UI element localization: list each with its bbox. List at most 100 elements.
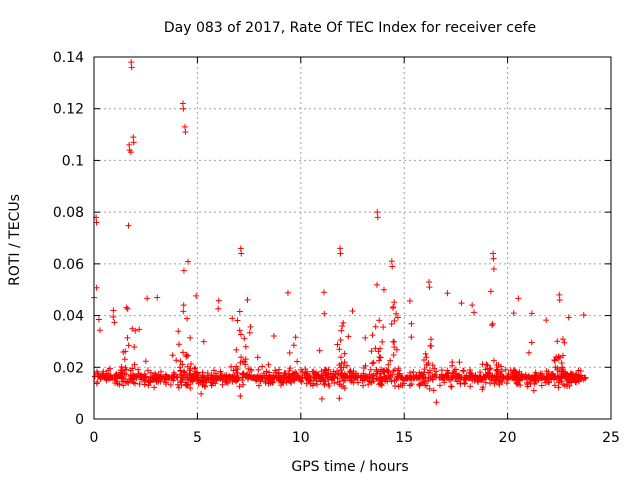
data-point xyxy=(146,377,153,384)
data-point xyxy=(429,376,436,383)
data-point xyxy=(427,369,434,376)
data-point xyxy=(530,387,537,394)
data-point xyxy=(187,371,194,378)
data-point xyxy=(388,320,395,327)
data-point xyxy=(320,289,327,296)
data-point xyxy=(362,334,369,341)
data-point xyxy=(96,327,103,334)
data-point xyxy=(416,382,423,389)
data-point xyxy=(367,366,374,373)
plot-frame xyxy=(93,56,612,420)
data-point xyxy=(262,378,269,385)
data-point xyxy=(457,374,464,381)
data-point xyxy=(444,290,451,297)
data-point xyxy=(456,373,463,380)
data-point xyxy=(426,278,433,285)
data-point xyxy=(479,361,486,368)
data-point xyxy=(556,291,563,298)
data-point xyxy=(186,367,193,374)
data-point xyxy=(230,374,237,381)
data-point xyxy=(489,320,496,327)
data-point xyxy=(173,357,180,364)
data-point xyxy=(436,382,443,389)
data-point xyxy=(175,384,182,391)
data-point xyxy=(390,367,397,374)
data-point xyxy=(219,381,226,388)
data-point xyxy=(467,383,474,390)
data-point xyxy=(358,373,365,380)
data-point xyxy=(182,379,189,386)
data-point xyxy=(565,378,572,385)
data-point xyxy=(331,380,338,387)
data-point xyxy=(380,324,387,331)
data-point xyxy=(504,376,511,383)
data-point xyxy=(181,123,188,130)
data-point xyxy=(234,317,241,324)
data-point xyxy=(430,387,437,394)
data-point xyxy=(489,372,496,379)
data-point xyxy=(491,380,498,387)
data-point xyxy=(95,316,102,323)
y-tick-label: 0.14 xyxy=(53,50,84,66)
data-point xyxy=(399,374,406,381)
data-point xyxy=(251,374,258,381)
data-point xyxy=(482,379,489,386)
data-point xyxy=(309,382,316,389)
data-point xyxy=(236,308,243,315)
data-point xyxy=(187,385,194,392)
data-point xyxy=(103,375,110,382)
y-tick-label: 0.04 xyxy=(53,309,84,325)
data-point xyxy=(338,371,345,378)
data-point xyxy=(432,371,439,378)
data-point xyxy=(93,284,100,291)
data-point xyxy=(457,380,464,387)
data-point xyxy=(338,383,345,390)
data-point xyxy=(245,365,252,372)
data-point xyxy=(126,147,133,154)
y-axis-label: ROTI / TECUs xyxy=(7,194,23,286)
data-point xyxy=(233,378,240,385)
data-point xyxy=(147,373,154,380)
data-point xyxy=(370,373,377,380)
data-point xyxy=(329,373,336,380)
data-point xyxy=(336,395,343,402)
data-point xyxy=(503,380,510,387)
data-point xyxy=(247,323,254,330)
data-points xyxy=(91,59,589,406)
y-tick-label: 0.06 xyxy=(53,257,84,273)
data-point xyxy=(290,342,297,349)
data-point xyxy=(407,369,414,376)
data-point xyxy=(199,369,206,376)
data-point xyxy=(286,367,293,374)
data-point xyxy=(528,339,535,346)
data-point xyxy=(181,369,188,376)
data-point xyxy=(179,100,186,107)
data-point xyxy=(180,308,187,315)
data-point xyxy=(184,363,191,370)
data-point xyxy=(571,376,578,383)
data-point xyxy=(555,384,562,391)
data-point xyxy=(519,374,526,381)
data-point xyxy=(237,393,244,400)
data-point xyxy=(123,304,130,311)
data-point xyxy=(210,367,217,374)
data-point xyxy=(375,348,382,355)
data-point xyxy=(406,298,413,305)
data-point xyxy=(102,375,109,382)
data-point xyxy=(532,373,539,380)
data-point xyxy=(474,376,481,383)
data-point xyxy=(200,338,207,345)
data-point xyxy=(263,374,270,381)
data-point xyxy=(255,366,262,373)
data-point xyxy=(370,359,377,366)
data-point xyxy=(230,367,237,374)
data-point xyxy=(411,374,418,381)
data-point xyxy=(363,374,370,381)
data-point xyxy=(110,307,117,314)
data-point xyxy=(187,334,194,341)
data-point xyxy=(418,372,425,379)
data-point xyxy=(247,366,254,373)
data-point xyxy=(184,352,191,359)
data-point xyxy=(132,327,139,334)
data-point xyxy=(376,375,383,382)
